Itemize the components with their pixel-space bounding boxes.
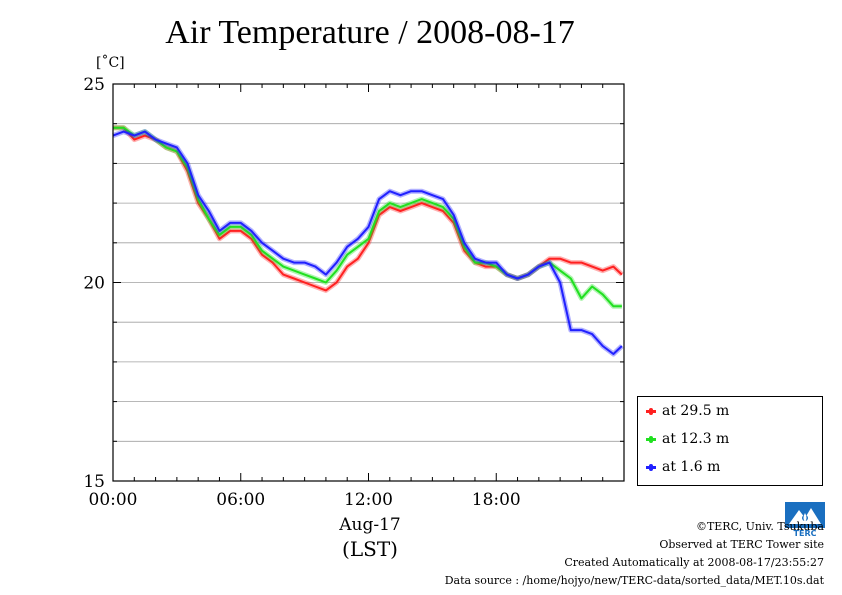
series-halo-1 — [113, 125, 622, 309]
series-line-2 — [112, 130, 623, 355]
legend-swatch-12-3m — [646, 435, 656, 443]
y-axis-unit-label: [˚C] — [96, 55, 125, 71]
axis-ticks — [112, 83, 625, 482]
y-tick-label-1: 20 — [83, 274, 105, 294]
series-line-1 — [113, 126, 622, 308]
svg-text:TERC: TERC — [794, 529, 817, 538]
legend: at 29.5 m at 12.3 m at 1.6 m — [637, 396, 823, 486]
legend-swatch-1-6m — [646, 463, 656, 471]
legend-item-29-5m: at 29.5 m — [646, 400, 729, 422]
x-tick-label-3: 18:00 — [472, 490, 521, 510]
y-tick-label-0: 15 — [83, 472, 105, 492]
legend-label-1-6m: at 1.6 m — [662, 459, 721, 475]
footer-source: Data source : /home/hojyo/new/TERC-data/… — [444, 574, 824, 587]
footer-observed: Observed at TERC Tower site — [659, 538, 824, 551]
footer-created: Created Automatically at 2008-08-17/23:5… — [564, 556, 824, 569]
legend-label-29-5m: at 29.5 m — [662, 403, 730, 419]
legend-item-1-6m: at 1.6 m — [646, 456, 720, 478]
x-axis-timezone-label: (LST) — [342, 537, 398, 561]
tick-labels: 00:00 06:00 12:00 18:00 15 20 25 — [83, 75, 520, 510]
x-tick-label-2: 12:00 — [344, 490, 393, 510]
x-tick-label-1: 06:00 — [216, 490, 265, 510]
terc-logo-icon: TERC — [785, 502, 825, 538]
legend-item-12-3m: at 12.3 m — [646, 428, 729, 450]
x-tick-label-0: 00:00 — [89, 490, 138, 510]
legend-label-12-3m: at 12.3 m — [662, 431, 730, 447]
series-lines — [112, 125, 624, 357]
footer-copyright: ©TERC, Univ. Tsukuba — [695, 520, 824, 533]
y-tick-label-2: 25 — [83, 75, 105, 95]
chart-title: Air Temperature / 2008-08-17 — [165, 14, 575, 51]
legend-swatch-29-5m — [646, 407, 656, 415]
x-axis-date-label: Aug-17 — [339, 515, 401, 535]
